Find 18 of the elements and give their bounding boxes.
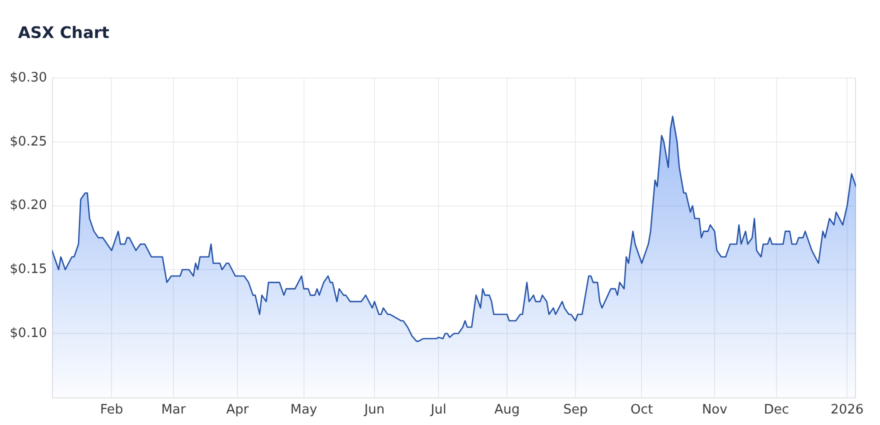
y-tick-label: $0.15 (10, 262, 47, 278)
x-tick-label: 2026 (830, 402, 864, 418)
y-tick-label: $0.30 (10, 70, 47, 86)
x-tick-label: May (290, 402, 318, 418)
x-tick-label: Jul (430, 402, 446, 418)
x-tick-label: Oct (630, 402, 653, 418)
chart-title: ASX Chart (18, 23, 110, 43)
y-tick-label: $0.25 (10, 134, 47, 150)
x-tick-label: Feb (100, 402, 124, 418)
x-tick-label: Apr (226, 402, 250, 418)
x-tick-label: Aug (494, 402, 520, 418)
x-tick-label: Sep (563, 402, 588, 418)
x-tick-label: Dec (764, 402, 790, 418)
x-tick-label: Jun (363, 402, 385, 418)
y-tick-label: $0.20 (10, 198, 47, 214)
x-tick-label: Mar (161, 402, 186, 418)
x-tick-label: Nov (702, 402, 728, 418)
y-tick-label: $0.10 (10, 326, 47, 341)
